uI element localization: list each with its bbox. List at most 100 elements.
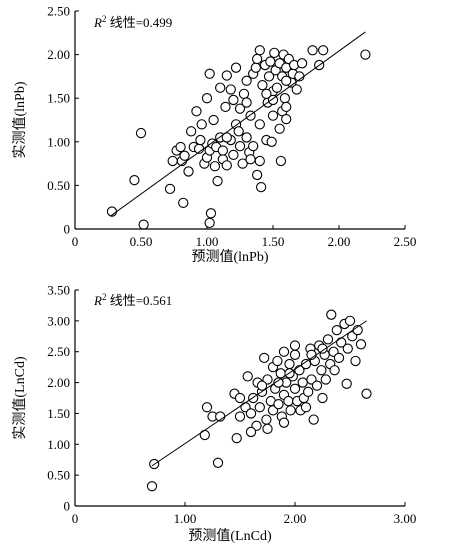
data-point <box>273 399 284 410</box>
data-point <box>266 136 277 147</box>
data-point <box>230 62 242 73</box>
data-point <box>344 315 356 327</box>
data-point <box>261 414 272 425</box>
y-tick-label: 3.00 <box>47 313 70 328</box>
y-tick-label: 2.50 <box>47 4 70 19</box>
data-point <box>212 457 224 468</box>
data-point <box>274 123 285 134</box>
data-point <box>196 119 207 130</box>
data-point <box>201 402 213 413</box>
data-point <box>241 132 252 143</box>
x-tick-label: 3.00 <box>394 511 417 526</box>
y-tick-label: 1.50 <box>47 91 70 106</box>
data-point <box>329 365 340 376</box>
data-point <box>225 84 236 95</box>
data-point <box>257 79 268 91</box>
data-point <box>212 175 223 187</box>
data-point <box>234 103 246 114</box>
data-point <box>248 141 259 152</box>
data-point <box>245 426 257 438</box>
y-tick-label: 2.00 <box>47 375 70 390</box>
data-point <box>175 141 186 153</box>
data-point <box>261 88 272 99</box>
data-point <box>355 339 367 350</box>
x-tick-label: 0 <box>72 234 79 249</box>
data-point <box>275 155 287 167</box>
x-axis-title: 预测值(lnPb) <box>192 249 269 265</box>
data-point <box>289 340 301 351</box>
data-point <box>204 68 215 79</box>
data-point <box>331 324 342 336</box>
x-tick-label: 0 <box>72 511 79 526</box>
data-point <box>255 181 267 193</box>
y-tick-label: 3.50 <box>47 283 70 298</box>
y-tick-label: 2.00 <box>47 47 70 62</box>
data-point <box>308 414 319 425</box>
data-point <box>267 94 279 106</box>
x-tick-label: 2.00 <box>284 511 307 526</box>
data-point <box>311 380 323 391</box>
data-point <box>186 126 197 137</box>
data-point <box>361 388 372 399</box>
data-point <box>256 380 268 391</box>
x-tick-label: 2.00 <box>328 234 351 249</box>
data-point <box>342 343 353 354</box>
tick-group: 0 0.50 1.00 1.50 2.00 2.50 0 0.50 1.00 1.50 2.00 2.… <box>47 4 416 250</box>
annotation-text: 线性=0.499 <box>106 15 172 30</box>
data-point <box>254 45 265 56</box>
data-point <box>254 155 265 167</box>
y-axis-title: 实测值(LnCd) <box>12 356 28 440</box>
y-tick-label: 0 <box>64 499 71 514</box>
data-point <box>318 45 329 56</box>
data-point <box>146 481 158 492</box>
data-point <box>234 392 246 404</box>
data-point <box>279 93 291 104</box>
y-axis-title: 实测值(lnPb) <box>12 81 28 158</box>
data-point <box>209 161 221 172</box>
x-axis-title: 预测值(LnCd) <box>188 528 272 544</box>
data-point <box>263 71 275 82</box>
data-point <box>205 208 217 219</box>
x-tick-label: 1.00 <box>174 511 197 526</box>
x-tick-label: 2.50 <box>394 234 417 249</box>
data-point <box>234 411 246 422</box>
annotation-exponent: 2 <box>102 292 107 302</box>
annotation-exponent: 2 <box>102 14 107 24</box>
x-tick-label: 1.00 <box>196 234 219 249</box>
data-point <box>252 169 263 181</box>
y-tick-label: 0 <box>64 222 71 237</box>
data-point <box>254 402 265 413</box>
data-point <box>221 132 232 143</box>
fit-line <box>110 31 366 217</box>
data-point <box>167 155 178 167</box>
data-point <box>164 183 176 195</box>
annotation-symbol: R <box>93 15 102 30</box>
annotation-text: 线性=0.561 <box>106 293 172 308</box>
r-squared-annotation: R2 线性=0.561 <box>93 292 172 308</box>
data-point <box>317 392 328 404</box>
data-point <box>289 349 301 360</box>
y-tick-label: 1.00 <box>47 134 70 149</box>
data-point <box>237 158 248 169</box>
data-point <box>307 45 318 56</box>
data-point <box>217 145 228 156</box>
x-tick-label: 1.50 <box>262 234 285 249</box>
y-tick-label: 2.50 <box>47 344 70 359</box>
data-point <box>228 94 239 106</box>
data-point <box>241 75 252 86</box>
data-point <box>204 217 215 229</box>
data-point <box>233 126 244 137</box>
data-point <box>269 47 280 59</box>
data-point <box>195 134 206 146</box>
data-point <box>322 334 334 345</box>
data-point <box>129 175 140 186</box>
data-point <box>135 127 147 139</box>
data-point <box>317 343 328 354</box>
data-point <box>283 395 294 407</box>
data-point <box>281 101 292 113</box>
data-point <box>259 352 270 364</box>
data-point <box>271 82 283 93</box>
data-point <box>138 219 149 230</box>
data-point <box>267 110 279 121</box>
data-point <box>245 408 257 419</box>
